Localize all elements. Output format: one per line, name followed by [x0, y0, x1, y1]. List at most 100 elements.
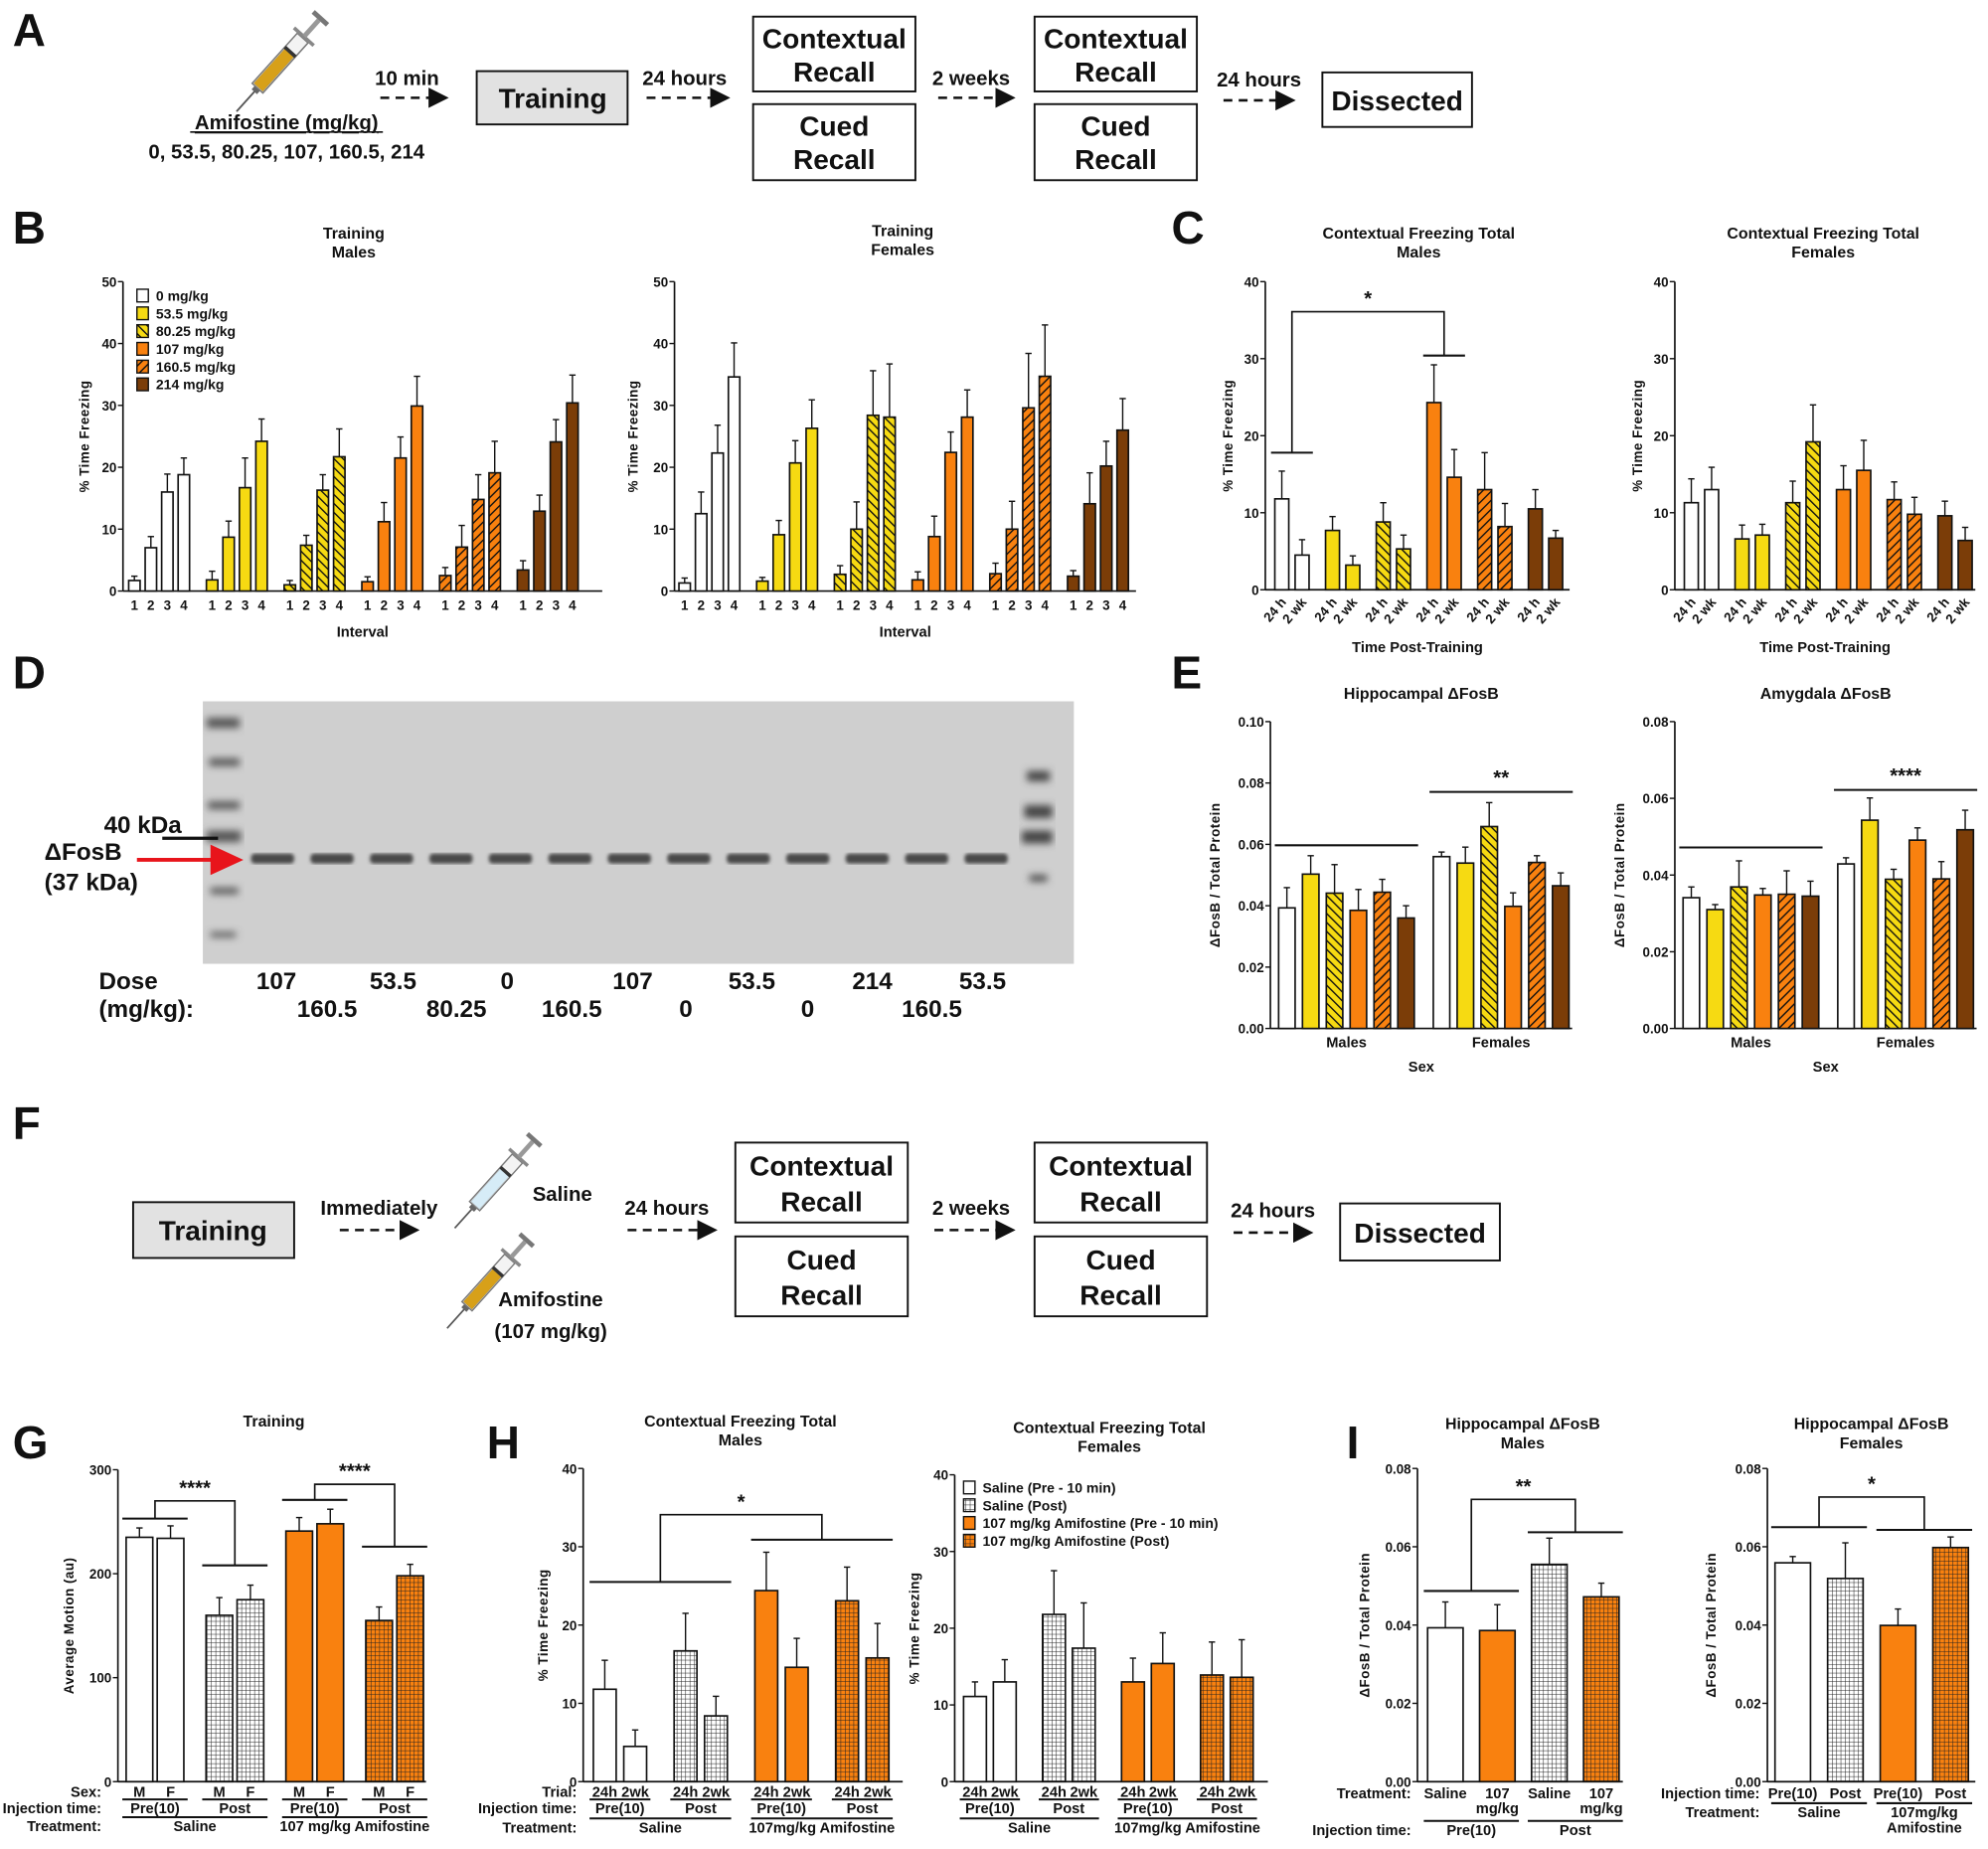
chart-E-hippocampal: Hippocampal ΔFosB 0.00 0.02 0.04 0.06 0.08 0.1…: [1208, 686, 1574, 1076]
x-tick-label: 4: [414, 598, 421, 613]
legend-swatch: [136, 288, 149, 303]
y-axis-label: ΔFosB / Total Protein: [1704, 1553, 1719, 1698]
x-tick-label: 4: [731, 598, 739, 613]
panel-a-timeline: A Amifostine (mg/kg) 0, 53.5, 80.25, 107…: [13, 4, 1473, 182]
y-tick-label: 20: [562, 1618, 577, 1633]
bar: [678, 582, 692, 592]
bar: [284, 1530, 314, 1783]
row-label: Sex:: [71, 1785, 101, 1801]
category-label: 24h: [1200, 1785, 1225, 1801]
y-tick-label: 0: [1251, 583, 1258, 597]
x-tick-label: 3: [1025, 598, 1032, 613]
x-tick-label: 2 wk: [1790, 594, 1820, 626]
bar: [1931, 1546, 1970, 1783]
category-label: Post: [1211, 1801, 1242, 1817]
bar: [1426, 1626, 1464, 1783]
bar: [1931, 878, 1951, 1030]
bar: [160, 491, 174, 592]
x-tick-label: 1: [364, 598, 372, 613]
x-tick-label: 3: [164, 598, 171, 613]
category-label: 2wk: [1149, 1785, 1178, 1801]
red-arrowhead-icon: [210, 844, 244, 876]
x-tick-label: 4: [491, 598, 499, 613]
blot-membrane: [203, 701, 1075, 964]
fosb-band: [667, 853, 711, 864]
y-tick-label: 10: [562, 1697, 577, 1712]
western-blot: 40 kDa ΔFosB (37 kDa) Dose (mg/kg): 107 5…: [45, 701, 1075, 1023]
bar: [1704, 488, 1720, 591]
bar: [361, 581, 375, 592]
x-tick-label: 3: [397, 598, 404, 613]
box-label: Recall: [1079, 1186, 1162, 1217]
y-tick-label: 0.04: [1386, 1618, 1412, 1633]
category-label: Pre(10): [1123, 1801, 1173, 1817]
legend-swatch: [136, 377, 149, 392]
significance-label: *: [1364, 288, 1372, 310]
x-tick-label: 4: [1119, 598, 1127, 613]
chart-title: Training: [872, 223, 933, 240]
category-label: 24h: [962, 1785, 987, 1801]
bar: [962, 1695, 988, 1783]
x-tick-label: 2: [536, 598, 543, 613]
fosb-band: [310, 853, 354, 864]
bar: [988, 573, 1003, 592]
bar: [238, 486, 252, 592]
cued-recall-box: [1033, 102, 1199, 182]
category-label: 2wk: [783, 1785, 812, 1801]
label-line: mg/kg: [1476, 1801, 1519, 1817]
y-tick-label: 40: [653, 337, 668, 352]
dose-row-2: 160.5 80.25 160.5 0 0 160.5: [297, 996, 962, 1023]
y-axis-label: % Time Freezing: [536, 1569, 551, 1681]
legend: 0 mg/kg 53.5 mg/kg 80.25 mg/kg 107 mg/kg 160…: [136, 287, 236, 393]
y-tick-label: 0.08: [1736, 1461, 1762, 1476]
lane-dose: 160.5: [902, 996, 962, 1023]
x-tick-label: 4: [963, 598, 971, 613]
bar: [727, 376, 742, 592]
bar: [1773, 1562, 1812, 1783]
bar: [1071, 1647, 1096, 1783]
x-tick-label: 2 wk: [1431, 594, 1461, 626]
legend-label: 0 mg/kg: [156, 287, 209, 303]
category-label: 2wk: [1228, 1785, 1256, 1801]
chart-title: Males: [1397, 245, 1440, 261]
y-axis-label: % Time Freezing: [626, 380, 641, 492]
bar: [254, 440, 268, 592]
bar: [1120, 1681, 1146, 1783]
legend-swatch: [962, 1498, 976, 1513]
chart-title: Hippocampal ΔFosB: [1445, 1417, 1600, 1433]
fosb-band: [727, 853, 770, 864]
x-tick-label: 2: [775, 598, 782, 613]
bar: [1582, 1596, 1620, 1783]
cued-recall-box: [734, 1235, 910, 1318]
panel-letter-a: A: [13, 4, 46, 56]
category-label: Females: [1877, 1036, 1935, 1052]
category-label: M: [293, 1785, 305, 1801]
category-label: 107mg/kg Amifostine: [1114, 1820, 1260, 1836]
bar: [1835, 488, 1852, 591]
chart-title: Hippocampal ΔFosB: [1344, 686, 1499, 703]
y-tick-label: 0: [1661, 583, 1668, 597]
bar: [753, 1590, 779, 1783]
chart-B-males: Training Males 0 10 20 30 40 50 % Time Freezing I…: [77, 226, 602, 640]
x-tick-label: 3: [242, 598, 248, 613]
bar: [1957, 539, 1973, 591]
y-axis-label: % Time Freezing: [77, 380, 91, 492]
category-label: Pre(10): [1446, 1823, 1496, 1839]
step-time-label: Immediately: [320, 1198, 438, 1220]
y-tick-label: 40: [562, 1461, 577, 1476]
bar: [911, 579, 924, 592]
bar: [703, 1715, 729, 1783]
significance-label: **: [1493, 767, 1509, 789]
y-tick-label: 10: [653, 522, 668, 537]
bar: [1683, 501, 1700, 591]
category-label: Males: [1731, 1036, 1771, 1052]
bar: [1199, 1674, 1225, 1783]
syringe-amifostine-icon: [436, 1229, 539, 1338]
chart-title: Males: [1501, 1435, 1545, 1452]
step-time-label: 10 min: [375, 69, 439, 90]
saline-label: Saline: [533, 1184, 592, 1206]
bar: [1777, 893, 1796, 1030]
bar: [1042, 1613, 1067, 1783]
